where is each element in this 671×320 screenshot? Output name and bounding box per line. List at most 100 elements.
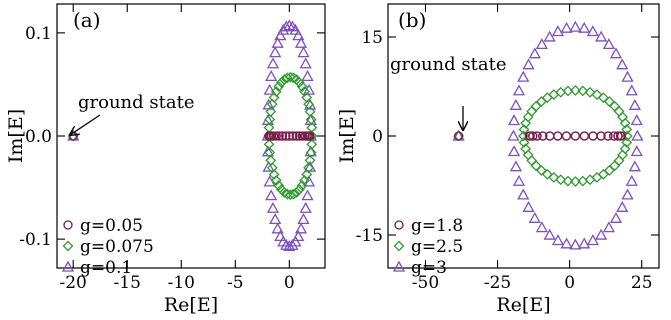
- data-point: [285, 71, 296, 83]
- x-tick-label: 25: [631, 273, 653, 293]
- data-point: [286, 238, 299, 250]
- data-point: [595, 30, 608, 42]
- y-tick-label: 0.0: [25, 127, 52, 147]
- data-point: [625, 174, 638, 186]
- data-point: [293, 184, 305, 195]
- y-tick-label: -0.1: [19, 230, 52, 250]
- data-point: [284, 131, 294, 141]
- data-point: [609, 100, 621, 112]
- data-point: [302, 175, 316, 187]
- data-point: [579, 131, 590, 141]
- data-point: [532, 131, 542, 141]
- panel-a: -20 -15 -10 -5 0 -0.1 0.0 0.1 Re[E] Im[E] (a) groun…: [5, 3, 326, 316]
- series-g=0.075: [67, 71, 318, 201]
- data-point: [305, 114, 317, 125]
- x-tick-label: -10: [168, 273, 195, 293]
- data-point: [291, 131, 302, 141]
- y-tick-label: -15: [356, 226, 383, 246]
- data-point: [281, 72, 293, 84]
- data-point: [569, 20, 582, 32]
- data-point: [602, 221, 616, 233]
- data-point: [517, 188, 530, 200]
- data-point: [297, 213, 310, 225]
- y-tick-label: 0.1: [25, 24, 52, 44]
- ground-state-arrow: [70, 114, 101, 135]
- data-point: [286, 20, 299, 32]
- data-point: [262, 160, 275, 172]
- data-point: [303, 162, 315, 174]
- data-point: [526, 105, 538, 117]
- data-point: [297, 46, 310, 58]
- data-point: [609, 160, 621, 172]
- data-point: [283, 19, 296, 31]
- y-tick-label: 15: [361, 28, 383, 48]
- data-point: [517, 70, 530, 82]
- data-point: [518, 137, 530, 148]
- data-point: [512, 84, 526, 96]
- data-point: [507, 145, 521, 157]
- data-point: [621, 188, 634, 200]
- data-point: [613, 155, 625, 167]
- data-point: [555, 174, 567, 186]
- data-point: [305, 147, 317, 158]
- data-point: [276, 77, 287, 88]
- series-g=3: [452, 20, 644, 250]
- data-point: [277, 23, 290, 35]
- data-point: [299, 201, 312, 213]
- data-point: [535, 164, 547, 176]
- ground-state-point: [453, 131, 464, 141]
- data-point: [621, 124, 633, 135]
- data-point: [562, 85, 574, 97]
- data-point: [294, 222, 308, 234]
- data-point: [274, 29, 287, 41]
- data-point: [520, 117, 532, 129]
- data-point: [509, 98, 523, 110]
- data-point: [569, 238, 582, 250]
- data-point: [271, 222, 284, 234]
- data-point: [628, 98, 641, 110]
- data-point: [266, 201, 280, 213]
- data-point: [541, 168, 553, 180]
- data-point: [296, 81, 308, 92]
- data-point: [265, 70, 278, 81]
- data-point: [602, 38, 616, 50]
- data-point: [528, 211, 541, 223]
- data-point: [528, 47, 541, 59]
- data-point: [522, 111, 534, 123]
- legend-entry: g=0.1: [61, 258, 132, 278]
- data-point: [586, 234, 599, 246]
- data-point: [273, 180, 285, 191]
- data-point: [535, 221, 548, 233]
- legend-label: g=1.8: [411, 216, 463, 236]
- data-point: [304, 154, 316, 166]
- data-point: [616, 58, 629, 70]
- data-point: [551, 234, 565, 246]
- data-point: [628, 160, 641, 172]
- data-point: [294, 36, 308, 48]
- x-tick-label: -5: [227, 273, 244, 293]
- data-point: [551, 25, 565, 37]
- data-point: [268, 131, 279, 141]
- data-point: [613, 105, 625, 117]
- data-point: [277, 131, 287, 141]
- data-point: [301, 70, 314, 81]
- data-point: [561, 131, 572, 141]
- data-point: [548, 89, 560, 100]
- legend-label: g=2.5: [411, 237, 463, 257]
- ground-state-annotation: ground state: [390, 54, 506, 75]
- data-point: [609, 131, 619, 141]
- data-point: [509, 160, 523, 172]
- data-point: [528, 131, 538, 141]
- data-point: [621, 137, 633, 148]
- data-point: [281, 131, 291, 141]
- data-point: [280, 238, 293, 250]
- panel-b: -50 -25 0 25 -15 0 15 Re[E] Im[E] (b) ground state…: [336, 3, 660, 316]
- legend-label: g=0.05: [80, 216, 143, 236]
- data-point: [609, 47, 623, 59]
- y-axis-label: Im[E]: [336, 109, 358, 163]
- data-point: [263, 83, 276, 95]
- data-point: [303, 98, 315, 110]
- data-point: [304, 106, 316, 118]
- data-point: [570, 131, 581, 141]
- data-point: [507, 114, 521, 126]
